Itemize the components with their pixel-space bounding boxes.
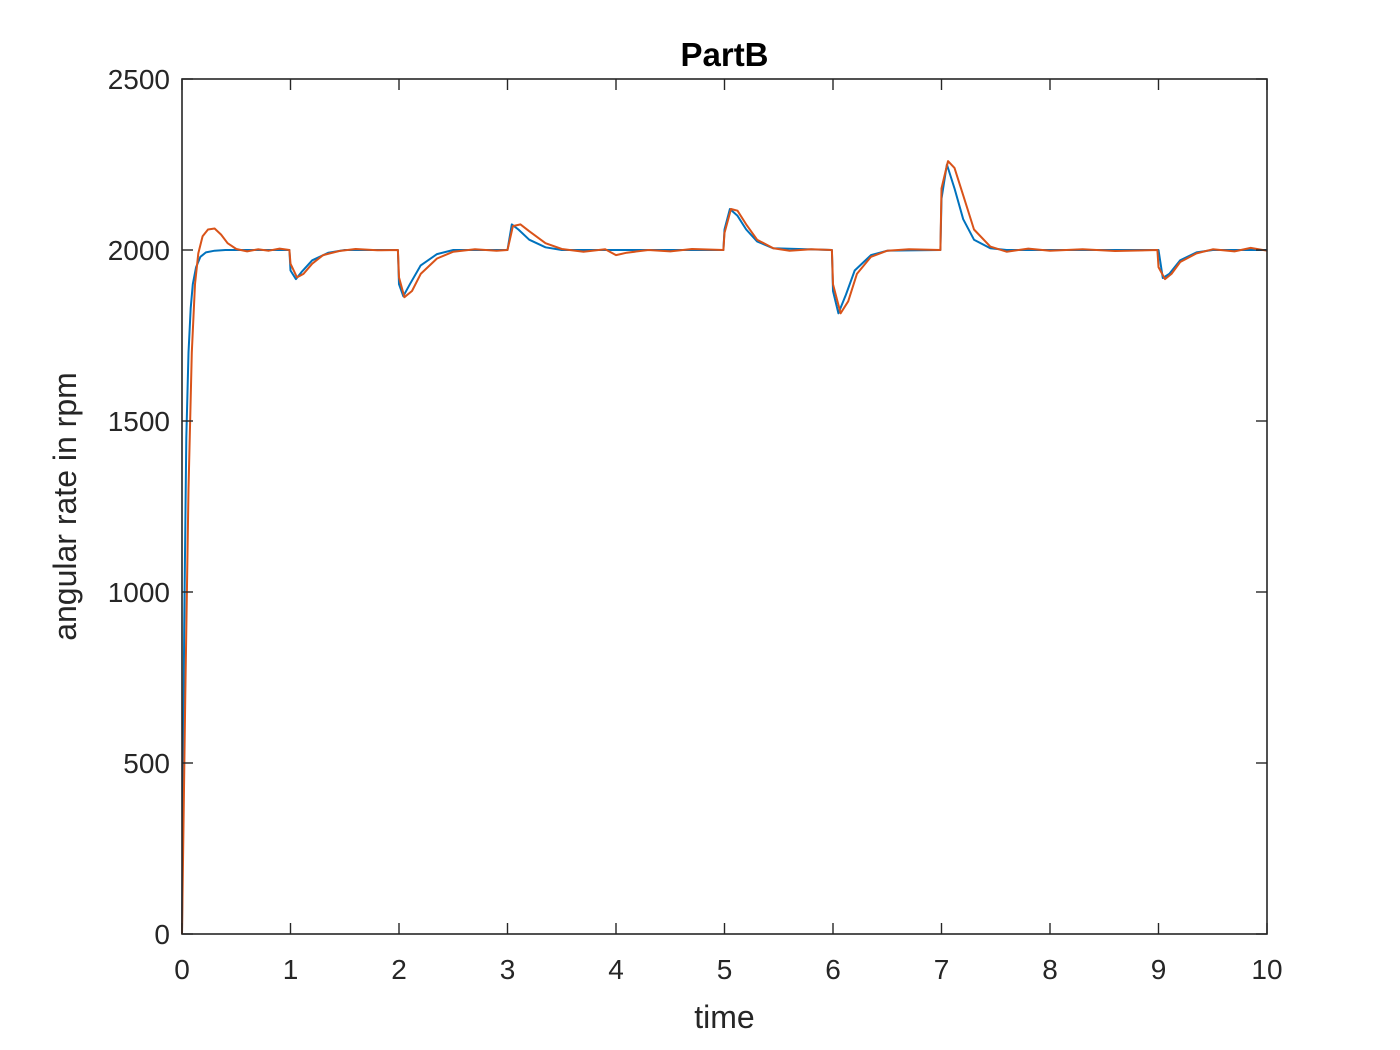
y-tick-label: 1000	[108, 577, 170, 608]
series-line-1	[181, 163, 1267, 935]
y-tick-label: 2000	[108, 235, 170, 266]
x-tick-label: 9	[1151, 954, 1167, 985]
x-tick-label: 6	[825, 954, 841, 985]
series-line-2	[181, 160, 1268, 935]
x-tick-label: 8	[1042, 954, 1058, 985]
x-tick-label: 10	[1251, 954, 1282, 985]
x-tick-label: 4	[608, 954, 624, 985]
series-layer	[181, 160, 1268, 935]
y-tick-label: 0	[154, 919, 170, 950]
x-axis-label: time	[694, 999, 754, 1035]
tick-layer: 0 1 2 3 4 5 6 7 8 9 10 0 500 1000 1500 2000 2500	[108, 64, 1283, 985]
x-tick-label: 7	[934, 954, 950, 985]
y-tick-label: 500	[123, 748, 170, 779]
x-tick-label: 3	[500, 954, 516, 985]
plot-area	[182, 79, 1267, 934]
chart-title: PartB	[680, 36, 768, 73]
x-tick-label: 1	[283, 954, 299, 985]
x-tick-label: 5	[717, 954, 733, 985]
y-tick-label: 2500	[108, 64, 170, 95]
y-tick-label: 1500	[108, 406, 170, 437]
y-axis-label: angular rate in rpm	[47, 372, 83, 641]
x-tick-label: 2	[391, 954, 407, 985]
x-tick-label: 0	[174, 954, 190, 985]
